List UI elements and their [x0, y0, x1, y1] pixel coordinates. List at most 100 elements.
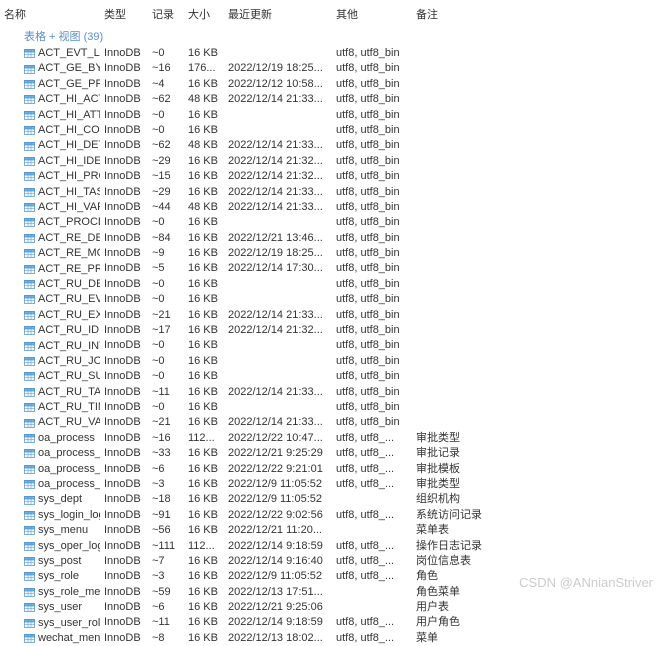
table-row[interactable]: ACT_HI_ATTACH... InnoDB ~0 16 KB utf8, u… — [0, 108, 663, 123]
table-records: ~15 — [148, 169, 184, 184]
table-row[interactable]: ACT_RU_DEADLE... InnoDB ~0 16 KB utf8, u… — [0, 277, 663, 292]
table-other: utf8, utf8_bin — [332, 400, 412, 415]
table-records: ~6 — [148, 462, 184, 477]
table-row[interactable]: ACT_RU_TASK InnoDB ~11 16 KB 2022/12/14 … — [0, 385, 663, 400]
table-row[interactable]: sys_user_role InnoDB ~11 16 KB 2022/12/1… — [0, 615, 663, 630]
table-row[interactable]: ACT_RU_EVENT_... InnoDB ~0 16 KB utf8, u… — [0, 292, 663, 307]
table-row[interactable]: ACT_EVT_LOG InnoDB ~0 16 KB utf8, utf8_b… — [0, 46, 663, 61]
table-updated: 2022/12/22 10:47... — [224, 431, 332, 446]
table-row[interactable]: oa_process_temp... InnoDB ~6 16 KB 2022/… — [0, 462, 663, 477]
table-row[interactable]: ACT_RU_IDENTIT... InnoDB ~17 16 KB 2022/… — [0, 323, 663, 338]
header-type[interactable]: 类型 — [100, 6, 148, 22]
group-header-tables-views[interactable]: 表格 + 视图 (39) — [0, 26, 663, 46]
table-icon — [24, 495, 35, 506]
table-row[interactable]: ACT_HI_COMMENT InnoDB ~0 16 KB utf8, utf… — [0, 123, 663, 138]
table-row[interactable]: ACT_HI_PROCINST InnoDB ~15 16 KB 2022/12… — [0, 169, 663, 184]
database-table-list: 名称 类型 记录 大小 最近更新 其他 备注 表格 + 视图 (39) ACT_… — [0, 0, 663, 646]
table-icon — [24, 633, 35, 644]
table-type: InnoDB — [100, 61, 148, 76]
table-remark — [412, 400, 482, 415]
table-updated — [224, 292, 332, 307]
table-icon — [24, 141, 35, 152]
table-updated — [224, 400, 332, 415]
table-row[interactable]: ACT_RU_SUSPEN... InnoDB ~0 16 KB utf8, u… — [0, 369, 663, 384]
table-records: ~0 — [148, 354, 184, 369]
table-name: sys_user_role — [38, 616, 100, 631]
table-remark — [412, 215, 482, 230]
table-row[interactable]: sys_login_log InnoDB ~91 16 KB 2022/12/2… — [0, 508, 663, 523]
table-size: 16 KB — [184, 323, 224, 338]
table-remark: 角色菜单 — [412, 585, 482, 600]
table-other: utf8, utf8_... — [332, 446, 412, 461]
table-other: utf8, utf8_bin — [332, 277, 412, 292]
table-remark: 系统访问记录 — [412, 508, 482, 523]
table-row[interactable]: ACT_HI_VARINST InnoDB ~44 48 KB 2022/12/… — [0, 200, 663, 215]
table-records: ~18 — [148, 492, 184, 507]
table-other: utf8, utf8_... — [332, 569, 412, 584]
table-records: ~16 — [148, 61, 184, 76]
header-name[interactable]: 名称 — [0, 6, 100, 22]
table-row[interactable]: ACT_HI_ACTINST InnoDB ~62 48 KB 2022/12/… — [0, 92, 663, 107]
table-name: sys_user — [38, 600, 82, 615]
table-size: 112... — [184, 539, 224, 554]
table-icon — [24, 402, 35, 413]
table-row[interactable]: ACT_RE_DEPLOY... InnoDB ~84 16 KB 2022/1… — [0, 231, 663, 246]
table-row[interactable]: sys_post InnoDB ~7 16 KB 2022/12/14 9:16… — [0, 554, 663, 569]
table-row[interactable]: sys_user InnoDB ~6 16 KB 2022/12/21 9:25… — [0, 600, 663, 615]
table-row[interactable]: ACT_RU_TIMER_... InnoDB ~0 16 KB utf8, u… — [0, 400, 663, 415]
table-row[interactable]: ACT_RE_PROCDEF InnoDB ~5 16 KB 2022/12/1… — [0, 261, 663, 276]
table-size: 16 KB — [184, 108, 224, 123]
table-row[interactable]: ACT_GE_PROPER... InnoDB ~4 16 KB 2022/12… — [0, 77, 663, 92]
table-row[interactable]: ACT_GE_BYTEAR... InnoDB ~16 176... 2022/… — [0, 61, 663, 76]
table-updated: 2022/12/14 9:18:59 — [224, 615, 332, 630]
table-row[interactable]: ACT_RU_VARIABLE InnoDB ~21 16 KB 2022/12… — [0, 415, 663, 430]
table-other: utf8, utf8_bin — [332, 385, 412, 400]
table-remark: 用户角色 — [412, 615, 482, 630]
table-records: ~7 — [148, 554, 184, 569]
table-row[interactable]: sys_menu InnoDB ~56 16 KB 2022/12/21 11:… — [0, 523, 663, 538]
table-name: ACT_RU_TASK — [38, 385, 100, 400]
table-icon — [24, 156, 35, 167]
table-other: utf8, utf8_bin — [332, 292, 412, 307]
table-type: InnoDB — [100, 169, 148, 184]
header-other[interactable]: 其他 — [332, 6, 412, 22]
table-type: InnoDB — [100, 292, 148, 307]
table-row[interactable]: ACT_PROCDEF_I... InnoDB ~0 16 KB utf8, u… — [0, 215, 663, 230]
table-row[interactable]: oa_process_record InnoDB ~33 16 KB 2022/… — [0, 446, 663, 461]
table-updated: 2022/12/14 21:33... — [224, 185, 332, 200]
table-name: ACT_HI_TASKINST — [38, 185, 100, 200]
table-row[interactable]: ACT_RU_JOB InnoDB ~0 16 KB utf8, utf8_bi… — [0, 354, 663, 369]
table-icon — [24, 587, 35, 598]
table-row[interactable]: wechat_menu InnoDB ~8 16 KB 2022/12/13 1… — [0, 631, 663, 646]
table-records: ~6 — [148, 600, 184, 615]
table-icon — [24, 556, 35, 567]
table-size: 16 KB — [184, 369, 224, 384]
table-size: 176... — [184, 61, 224, 76]
table-icon — [24, 248, 35, 259]
table-icon — [24, 479, 35, 490]
table-records: ~0 — [148, 108, 184, 123]
table-row[interactable]: ACT_RU_EXECUTI... InnoDB ~21 16 KB 2022/… — [0, 308, 663, 323]
table-row[interactable]: oa_process InnoDB ~16 112... 2022/12/22 … — [0, 431, 663, 446]
table-icon — [24, 387, 35, 398]
table-remark — [412, 385, 482, 400]
header-size[interactable]: 大小 — [184, 6, 224, 22]
table-row[interactable]: ACT_RU_INTEGR... InnoDB ~0 16 KB utf8, u… — [0, 338, 663, 353]
header-remark[interactable]: 备注 — [412, 6, 482, 22]
table-row[interactable]: ACT_RE_MODEL InnoDB ~9 16 KB 2022/12/19 … — [0, 246, 663, 261]
table-updated — [224, 277, 332, 292]
table-icon — [24, 94, 35, 105]
table-updated — [224, 369, 332, 384]
table-row[interactable]: ACT_HI_IDENTIT... InnoDB ~29 16 KB 2022/… — [0, 154, 663, 169]
table-records: ~33 — [148, 446, 184, 461]
table-row[interactable]: ACT_HI_DETAIL InnoDB ~62 48 KB 2022/12/1… — [0, 138, 663, 153]
table-remark: 审批模板 — [412, 462, 482, 477]
header-updated[interactable]: 最近更新 — [224, 6, 332, 22]
table-icon — [24, 433, 35, 444]
table-row[interactable]: sys_oper_log InnoDB ~111 112... 2022/12/… — [0, 539, 663, 554]
table-row[interactable]: ACT_HI_TASKINST InnoDB ~29 16 KB 2022/12… — [0, 185, 663, 200]
header-records[interactable]: 记录 — [148, 6, 184, 22]
table-row[interactable]: sys_dept InnoDB ~18 16 KB 2022/12/9 11:0… — [0, 492, 663, 507]
table-type: InnoDB — [100, 200, 148, 215]
table-row[interactable]: oa_process_type InnoDB ~3 16 KB 2022/12/… — [0, 477, 663, 492]
